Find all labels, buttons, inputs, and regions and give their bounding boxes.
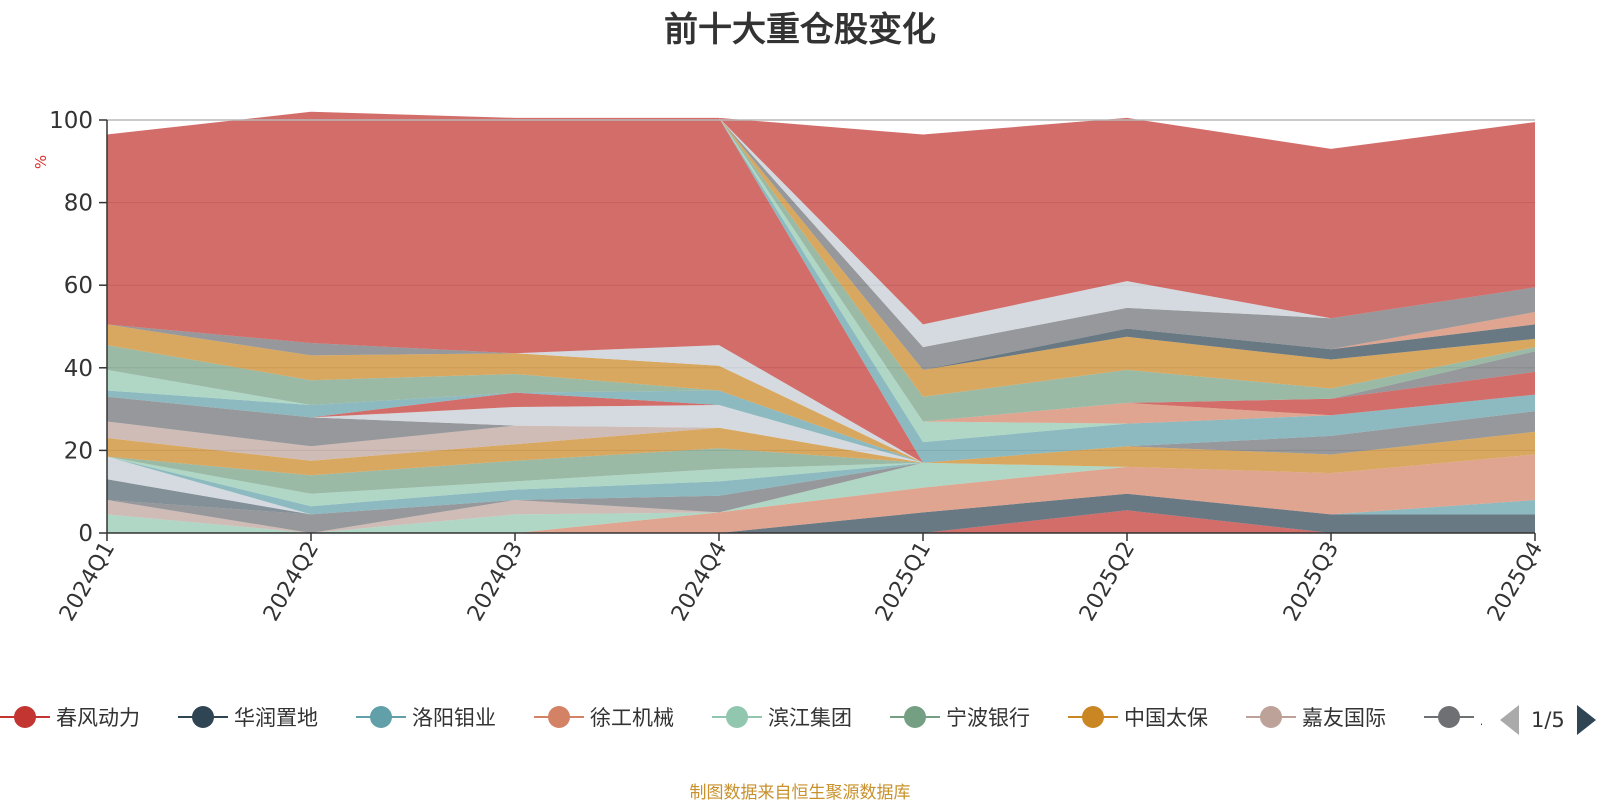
x-tick-label: 2024Q1 <box>55 538 120 626</box>
legend-marker-icon <box>356 705 406 729</box>
legend-pager: 1/5 <box>1500 705 1596 735</box>
legend-marker-icon <box>712 705 762 729</box>
legend-item[interactable]: 工 <box>1424 700 1482 734</box>
legend-dot <box>14 706 36 728</box>
area-series-1 <box>107 510 1535 533</box>
legend-item[interactable]: 洛阳钼业 <box>356 700 496 734</box>
legend-item[interactable]: 徐工机械 <box>534 700 674 734</box>
area-series-32 <box>107 111 1535 422</box>
legend-marker-icon <box>534 705 584 729</box>
legend-label: 徐工机械 <box>590 706 674 730</box>
y-tick-label: 60 <box>64 273 93 299</box>
legend-dot <box>726 706 748 728</box>
data-source-note: 制图数据来自恒生聚源数据库 <box>689 783 911 803</box>
legend-marker-icon <box>1068 705 1118 729</box>
y-tick-label: 100 <box>49 108 93 134</box>
legend-label: 华润置地 <box>234 706 318 730</box>
area-series-36 <box>107 111 1535 370</box>
x-tick-label: 2024Q3 <box>463 538 528 626</box>
area-series-4 <box>107 454 1535 533</box>
legend-item[interactable]: 华润置地 <box>178 700 318 734</box>
legend-item[interactable]: 春风动力 <box>0 700 140 734</box>
legend-dot <box>1438 706 1460 728</box>
legend-dot <box>192 706 214 728</box>
legend-label: 嘉友国际 <box>1302 706 1386 730</box>
area-series-33 <box>107 111 1535 397</box>
y-tick-label: 80 <box>64 191 93 217</box>
area-series-14 <box>107 411 1535 494</box>
legend-dot <box>1260 706 1282 728</box>
area-series-38 <box>107 111 1535 325</box>
legend-item[interactable]: 中国太保 <box>1068 700 1208 734</box>
legend-label: 中国太保 <box>1124 706 1208 730</box>
area-series-18 <box>107 396 1535 463</box>
legend-dot <box>1082 706 1104 728</box>
legend-item[interactable]: 嘉友国际 <box>1246 700 1386 734</box>
x-tick-label: 2025Q3 <box>1279 538 1344 626</box>
legend-prev-page-icon[interactable] <box>1500 705 1519 735</box>
legend-marker-icon <box>1424 705 1474 729</box>
area-series-10 <box>107 411 1535 515</box>
x-tick-label: 2024Q4 <box>667 538 732 626</box>
legend-label: 宁波银行 <box>946 706 1030 730</box>
area-series-24 <box>107 324 1535 463</box>
legend-page-indicator: 1/5 <box>1531 708 1565 732</box>
legend-marker-icon <box>1246 705 1296 729</box>
area-series-37 <box>107 111 1535 348</box>
legend-marker-icon <box>890 705 940 729</box>
legend-item[interactable]: 滨江集团 <box>712 700 852 734</box>
x-tick-label: 2025Q4 <box>1483 538 1548 626</box>
x-tick-label: 2025Q2 <box>1075 538 1140 626</box>
area-series-31 <box>107 111 1535 422</box>
legend-label: 洛阳钼业 <box>412 706 496 730</box>
y-axis-unit-label: % <box>32 155 50 169</box>
x-tick-label: 2024Q2 <box>259 538 324 626</box>
series-layer <box>107 111 1535 533</box>
legend-items: 春风动力 华润置地 洛阳钼业 徐工机械 滨江集团 宁波银行 中国太保 嘉友国际 工 <box>0 700 1482 740</box>
legend-label: 工 <box>1480 702 1482 732</box>
area-series-27 <box>107 111 1535 463</box>
legend-item[interactable]: 宁波银行 <box>890 700 1030 734</box>
area-series-26 <box>107 111 1535 463</box>
chart-title: 前十大重仓股变化 <box>664 10 936 50</box>
area-series-23 <box>107 324 1535 463</box>
legend-dot <box>904 706 926 728</box>
legend-dot <box>370 706 392 728</box>
legend-label: 春风动力 <box>56 706 140 730</box>
legend-label: 滨江集团 <box>768 706 852 730</box>
area-series-9 <box>107 411 1535 533</box>
legend-dot <box>548 706 570 728</box>
y-tick-label: 40 <box>64 356 93 382</box>
y-tick-label: 20 <box>64 438 93 464</box>
legend: 春风动力 华润置地 洛阳钼业 徐工机械 滨江集团 宁波银行 中国太保 嘉友国际 工 1/5 <box>0 700 1600 770</box>
area-series-15 <box>107 411 1535 476</box>
area-series-28 <box>107 111 1535 443</box>
x-tick-label: 2025Q1 <box>871 538 936 626</box>
area-series-2 <box>107 493 1535 533</box>
legend-marker-icon <box>0 705 50 729</box>
area-series-17 <box>107 396 1535 463</box>
area-series-34 <box>107 111 1535 370</box>
legend-next-page-icon[interactable] <box>1576 705 1596 735</box>
y-tick-label: 0 <box>78 521 93 547</box>
legend-marker-icon <box>178 705 228 729</box>
area-series-7 <box>107 431 1535 533</box>
area-series-5 <box>107 454 1535 533</box>
